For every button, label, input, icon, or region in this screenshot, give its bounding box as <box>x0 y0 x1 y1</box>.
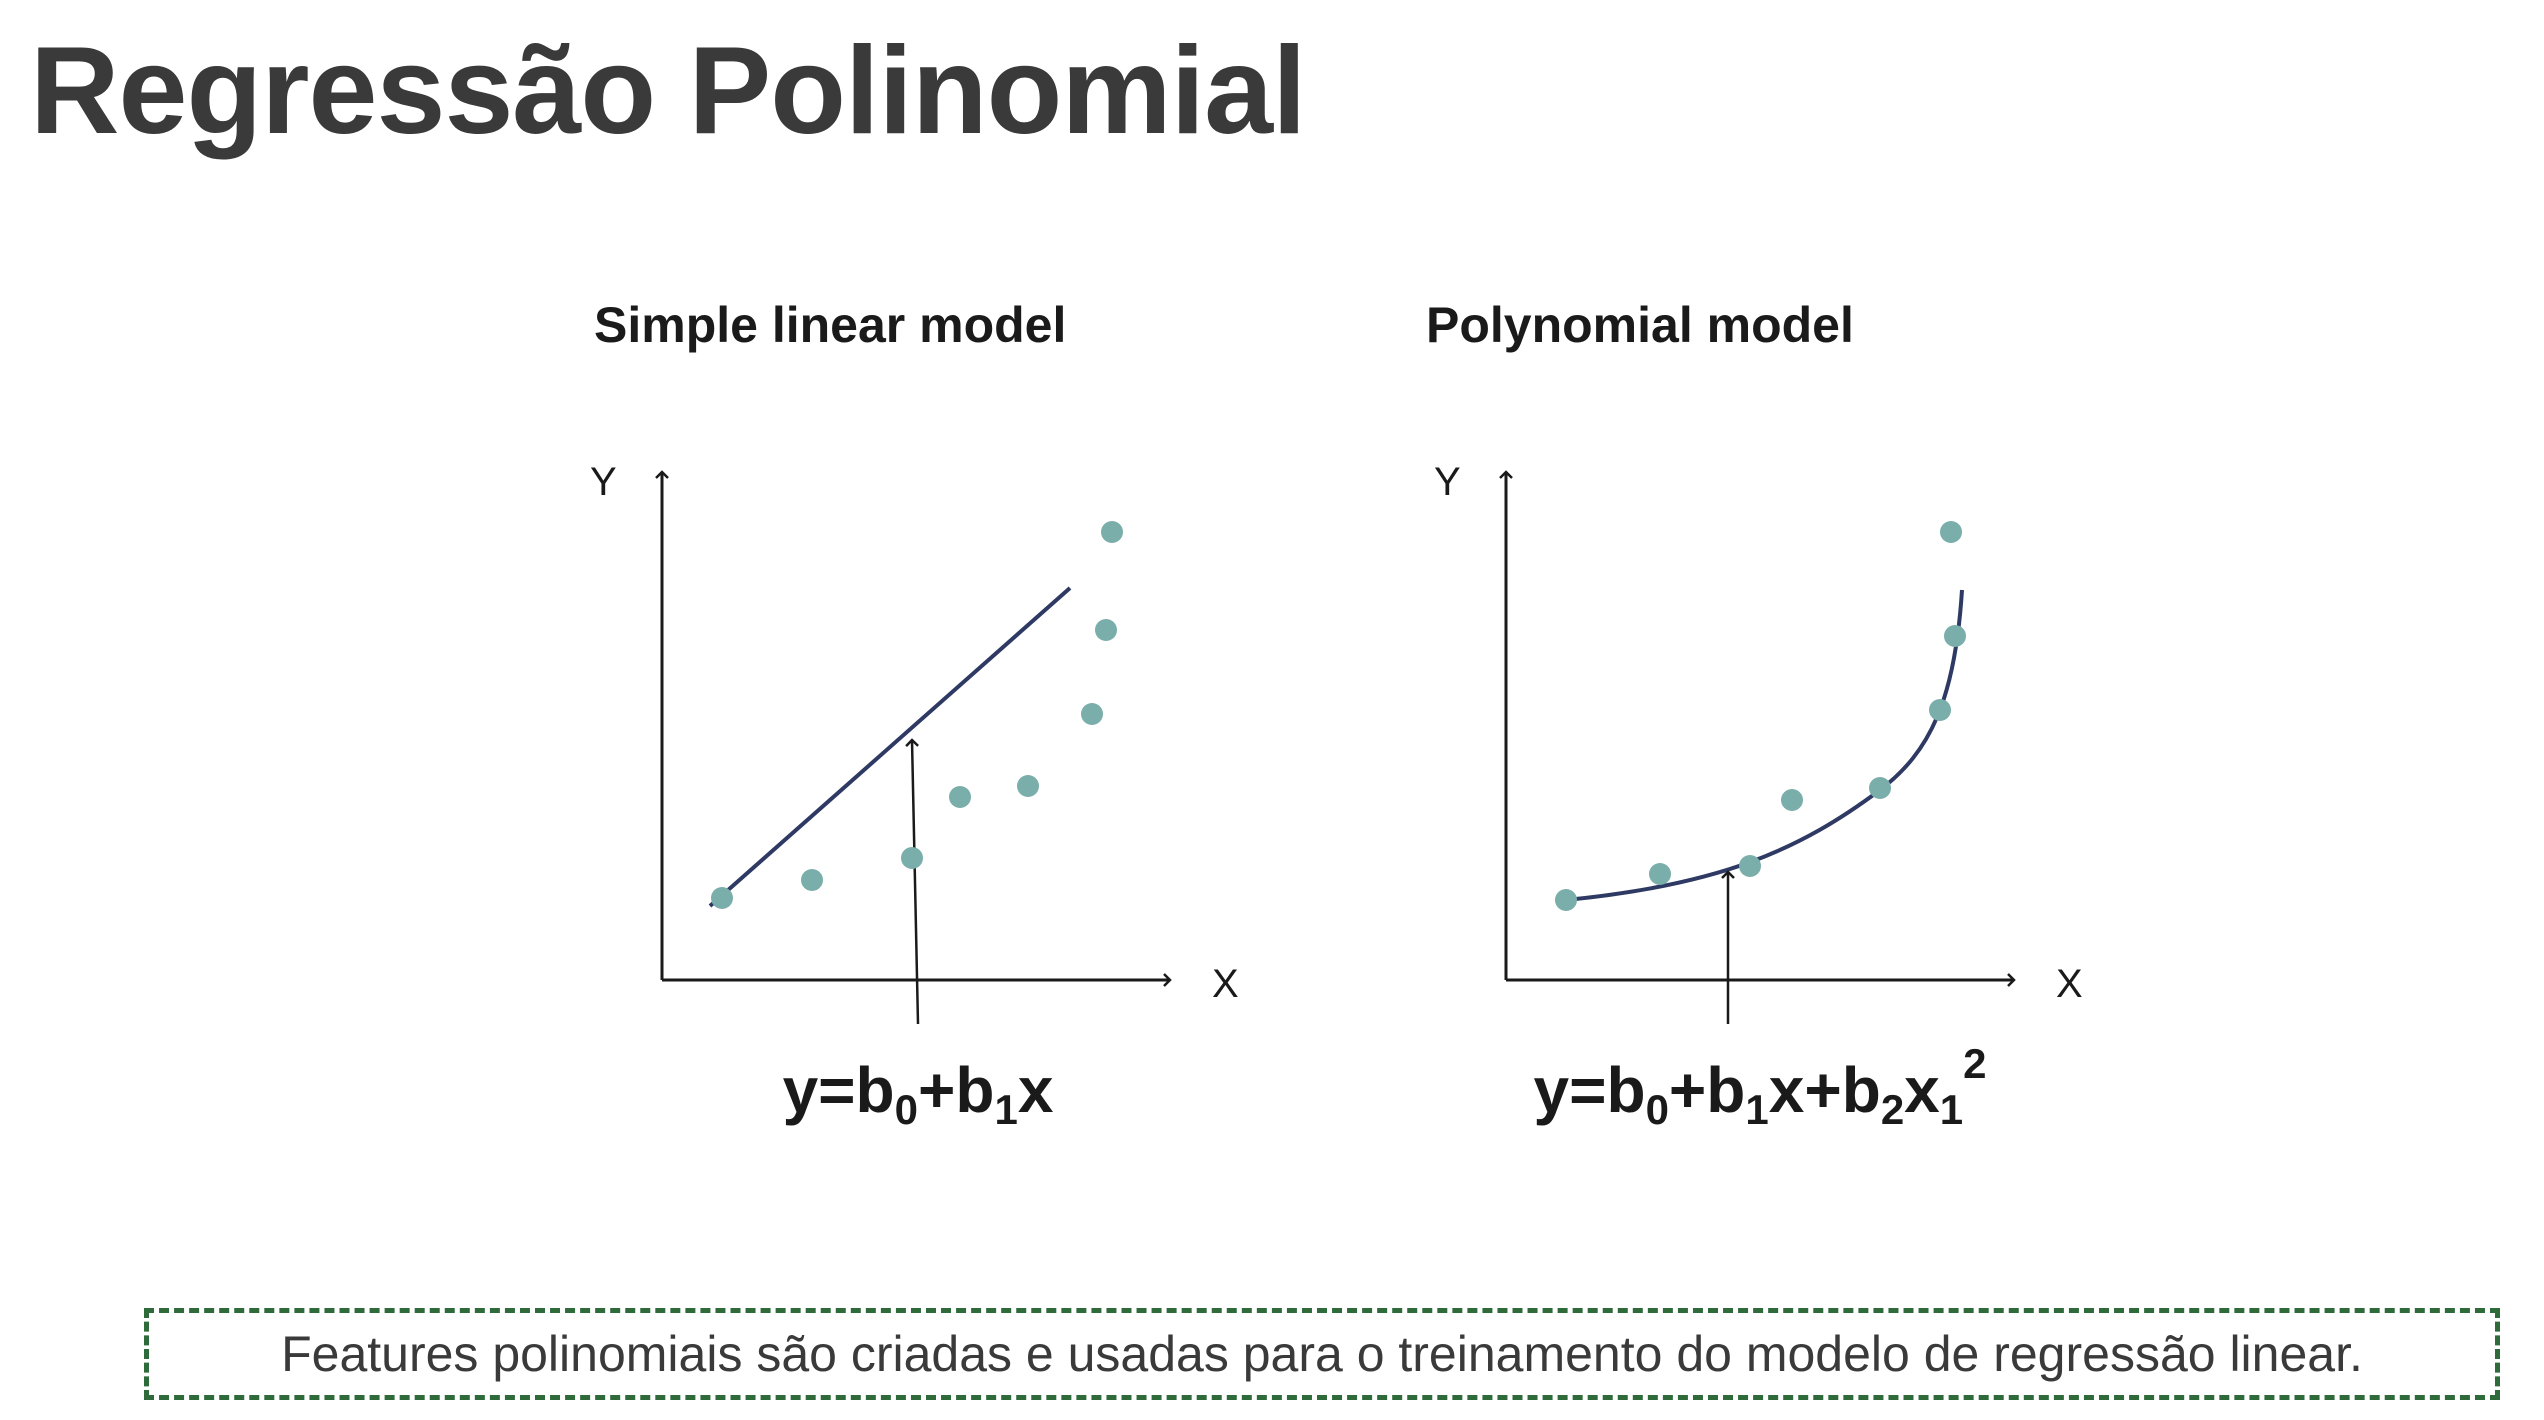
polynomial-data-point <box>1739 855 1761 877</box>
polynomial-data-point <box>1869 777 1891 799</box>
formula-part: y=b <box>1534 1054 1646 1126</box>
polynomial-data-point <box>1555 889 1577 911</box>
linear-data-point <box>711 887 733 909</box>
polynomial-data-points <box>1555 521 1966 911</box>
note-box: Features polinomiais são criadas e usada… <box>144 1308 2500 1400</box>
linear-data-point <box>949 786 971 808</box>
formula-part: 2 <box>1881 1086 1904 1133</box>
linear-data-point <box>1101 521 1123 543</box>
linear-formula: y=b0+b1x <box>783 1054 1054 1133</box>
linear-data-point <box>1017 775 1039 797</box>
formula-part: y=b <box>783 1054 895 1126</box>
model-comparison-diagrams: Simple linear model Y X y=b0+b1x Polynom… <box>590 297 2083 1133</box>
formula-part: x+b <box>1769 1054 1881 1126</box>
formula-part: 1 <box>1940 1086 1963 1133</box>
linear-data-points <box>711 521 1123 909</box>
formula-part: 1 <box>994 1086 1017 1133</box>
formula-part: x <box>1018 1054 1054 1126</box>
formula-part: +b <box>1669 1054 1745 1126</box>
formula-part: 0 <box>895 1086 918 1133</box>
slide-title: Regressão Polinomial <box>30 22 1307 160</box>
polynomial-model-panel: Polynomial model Y X y=b0+b1x+b2x12 <box>1426 297 2083 1133</box>
linear-fit-line <box>708 586 1072 908</box>
linear-model-panel: Simple linear model Y X y=b0+b1x <box>590 297 1239 1133</box>
note-text: Features polinomiais são criadas e usada… <box>281 1326 2363 1382</box>
polynomial-data-point <box>1649 863 1671 885</box>
formula-part: 0 <box>1646 1086 1669 1133</box>
linear-data-point <box>1095 619 1117 641</box>
polynomial-data-point <box>1944 625 1966 647</box>
linear-x-axis-label: X <box>1212 962 1239 1006</box>
formula-part: x <box>1904 1054 1940 1126</box>
polynomial-data-point <box>1940 521 1962 543</box>
formula-part: 2 <box>1963 1040 1986 1087</box>
linear-data-point <box>801 869 823 891</box>
polynomial-y-axis-label: Y <box>1434 460 1461 504</box>
linear-model-title: Simple linear model <box>594 297 1066 353</box>
formula-part: 1 <box>1745 1086 1768 1133</box>
linear-data-point <box>901 847 923 869</box>
polynomial-data-point <box>1781 789 1803 811</box>
polynomial-formula: y=b0+b1x+b2x12 <box>1534 1040 1987 1133</box>
formula-part: +b <box>918 1054 994 1126</box>
polynomial-data-point <box>1929 699 1951 721</box>
polynomial-x-axis-label: X <box>2056 962 2083 1006</box>
linear-fit-pointer-arrow <box>905 738 920 1025</box>
diagram-canvas: Simple linear model Y X y=b0+b1x Polynom… <box>590 297 2083 1133</box>
linear-data-point <box>1081 703 1103 725</box>
polynomial-fit-curve <box>1565 589 1964 902</box>
linear-y-axis-label: Y <box>590 460 617 504</box>
polynomial-model-title: Polynomial model <box>1426 297 1854 353</box>
